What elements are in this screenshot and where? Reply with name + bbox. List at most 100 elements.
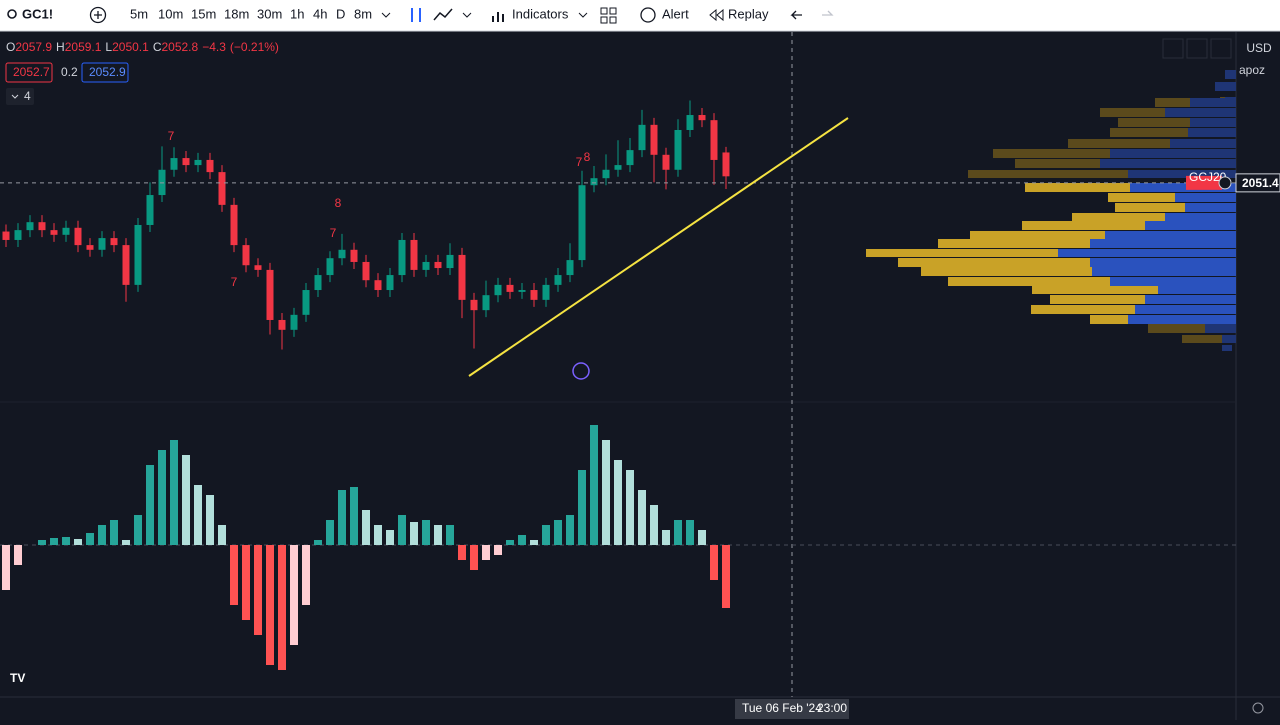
pane-button[interactable]: [1186, 38, 1208, 59]
candle-body: [134, 224, 142, 285]
settings-icon[interactable]: [1252, 702, 1264, 714]
replay-button[interactable]: Replay: [728, 6, 769, 21]
histogram-bar: [230, 545, 238, 605]
alert-button[interactable]: Alert: [662, 6, 689, 21]
histogram-bar: [122, 540, 130, 545]
user-label[interactable]: apoz: [1239, 63, 1265, 77]
currency[interactable]: USD: [1246, 41, 1272, 55]
candle-body: [506, 284, 514, 292]
interval-button[interactable]: 15m: [191, 6, 216, 21]
candle-body: [62, 227, 70, 235]
histogram-bar: [530, 540, 538, 545]
layout-icon: [609, 7, 617, 15]
candle-body: [698, 115, 706, 121]
candle-body: [182, 158, 190, 166]
replay-marker[interactable]: [572, 362, 590, 380]
candle-body: [170, 158, 178, 170]
pane-button[interactable]: [1210, 38, 1232, 59]
candle-body: [434, 261, 442, 269]
chart-style[interactable]: [433, 8, 453, 21]
candle-body: [98, 238, 106, 250]
candle-body: [122, 245, 130, 285]
candle-body: [38, 222, 46, 231]
histogram-bar: [62, 537, 70, 545]
candle-body: [314, 275, 322, 291]
histogram-bar: [578, 470, 586, 545]
histogram-bar: [50, 538, 58, 545]
indicators-icon: [492, 12, 504, 22]
crosshair-date: Tue 06 Feb '24: [742, 701, 822, 715]
oscillator-pane: [2, 425, 730, 670]
signal-label: 8: [584, 150, 591, 164]
interval-button[interactable]: 1h: [290, 6, 304, 21]
legend-value: 2050.1: [112, 40, 149, 54]
candle-body: [374, 280, 382, 291]
crosshair-plus[interactable]: [1218, 176, 1232, 190]
toolbar: [0, 0, 1280, 31]
interval-menu[interactable]: [381, 12, 391, 18]
symbol-tag: GCJ20: [1189, 170, 1227, 184]
candle-body: [530, 290, 538, 300]
collapse-button[interactable]: [6, 88, 34, 105]
interval-button[interactable]: 8m: [354, 6, 372, 21]
histogram-bar: [362, 510, 370, 545]
layout-icon[interactable]: [600, 7, 608, 15]
candle-body: [110, 238, 118, 246]
style-menu[interactable]: [462, 12, 472, 18]
legend-label: L: [105, 40, 112, 54]
symbol[interactable]: GC1!: [22, 6, 53, 21]
candle-body: [230, 204, 238, 246]
ask-tag: 2052.9: [89, 65, 126, 79]
histogram-bar: [410, 522, 418, 545]
histogram-bar: [158, 450, 166, 545]
histogram-bar: [146, 465, 154, 545]
interval-button[interactable]: 30m: [257, 6, 282, 21]
add-symbol[interactable]: [89, 6, 107, 24]
logo[interactable]: TV: [10, 671, 25, 685]
histogram-bar: [698, 530, 706, 545]
histogram-bar: [86, 533, 94, 545]
signal-label: 7: [168, 129, 175, 143]
redo[interactable]: [822, 10, 834, 16]
histogram-bar: [74, 539, 82, 545]
candle-body: [86, 245, 94, 250]
search-icon[interactable]: [7, 9, 17, 19]
candle-body: [590, 178, 598, 186]
interval-button[interactable]: 10m: [158, 6, 183, 21]
last-price-box: [1235, 173, 1280, 193]
histogram-bar: [614, 460, 622, 545]
candle-body: [638, 124, 646, 151]
alert-icon: [640, 7, 656, 23]
pane-button[interactable]: [1162, 38, 1184, 59]
candle-body: [710, 120, 718, 160]
legend-change: −4.3: [202, 40, 226, 54]
histogram-bar: [326, 520, 334, 545]
histogram-bar: [134, 515, 142, 545]
interval-button[interactable]: D: [336, 6, 345, 21]
trend-line[interactable]: [468, 117, 849, 377]
candle-body: [674, 129, 682, 170]
histogram-bar: [398, 515, 406, 545]
candle-body: [50, 230, 58, 235]
histogram-bar: [290, 545, 298, 645]
histogram-bar: [242, 545, 250, 620]
candle-body: [614, 165, 622, 170]
histogram-bar: [314, 540, 322, 545]
undo[interactable]: [790, 10, 802, 20]
indicators-menu[interactable]: [578, 12, 588, 18]
candle-type[interactable]: [411, 8, 421, 22]
histogram-bar: [674, 520, 682, 545]
legend-label: H: [56, 40, 65, 54]
histogram-bar: [662, 530, 670, 545]
interval-button[interactable]: 18m: [224, 6, 249, 21]
indicators-button[interactable]: Indicators: [512, 6, 569, 21]
candle-body: [662, 154, 670, 170]
histogram-bar: [542, 525, 550, 545]
interval-button[interactable]: 5m: [130, 6, 148, 21]
candle-body: [482, 295, 490, 311]
histogram-bar: [638, 490, 646, 545]
interval-button[interactable]: 4h: [313, 6, 327, 21]
candle-body: [410, 239, 418, 270]
